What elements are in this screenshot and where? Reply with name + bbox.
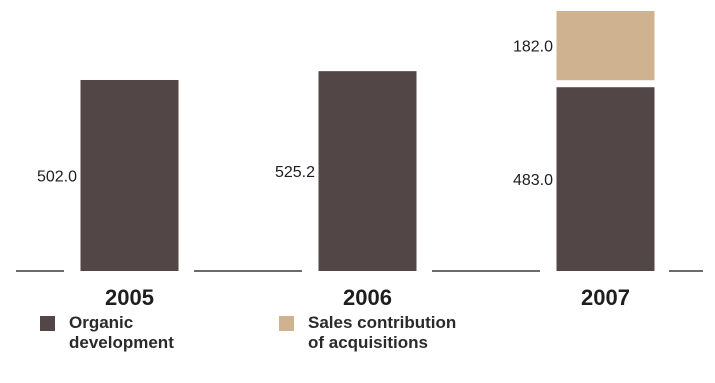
bar-2007-acquisitions: [556, 10, 655, 81]
bar-2005-organic: [80, 79, 179, 271]
bar-2006-organic: [318, 71, 417, 271]
value-labels: 502.0 525.2 483.0 182.0: [37, 39, 553, 190]
value-label-2005-organic: 502.0: [37, 168, 77, 185]
legend-label-organic: Organic development: [69, 313, 174, 352]
x-tick-label-2007: 2007: [581, 285, 630, 310]
legend-item-organic: Organic development: [40, 313, 174, 353]
legend-swatch-acquisitions: [279, 316, 294, 331]
value-label-2007-acquisitions: 182.0: [513, 39, 553, 56]
x-tick-label-2006: 2006: [343, 285, 392, 310]
bar-2007-organic: [556, 87, 655, 271]
legend-item-acquisitions: Sales contribution of acquisitions: [279, 313, 456, 353]
bars: [80, 10, 655, 271]
legend-label-acquisitions: Sales contribution of acquisitions: [308, 313, 457, 352]
x-tick-label-2005: 2005: [105, 285, 154, 310]
value-label-2007-organic: 483.0: [513, 172, 553, 189]
x-tick-labels: 2005 2006 2007: [105, 285, 630, 310]
legend-swatch-organic: [40, 316, 55, 331]
value-label-2006-organic: 525.2: [275, 164, 315, 181]
